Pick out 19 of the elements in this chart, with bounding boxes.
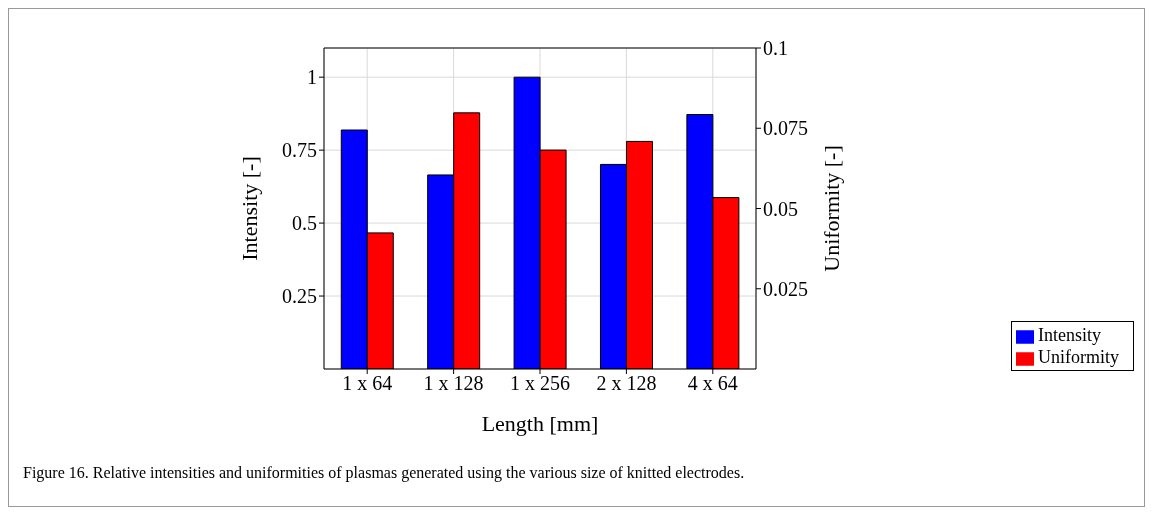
y2-tick-label: 0.075 <box>763 117 808 140</box>
y-tick-label: 0.5 <box>292 212 317 235</box>
y2-axis-title: Uniformity [-] <box>818 145 844 272</box>
x-tick-label: 1 x 64 <box>342 372 393 395</box>
y-tick-label: 0.25 <box>282 285 317 308</box>
caption: Figure 16. Relative intensities and uniformities of plasmas generated using the various size of knitted electrodes. <box>23 464 745 482</box>
x-tick-label: 1 x 256 <box>510 372 570 395</box>
legend-label: Uniformity <box>1038 347 1119 367</box>
legend-label: Intensity <box>1038 325 1101 345</box>
x-axis-title: Length [mm] <box>481 411 599 436</box>
y2-tick-label: 0.1 <box>763 37 788 60</box>
y2-tick-label: 0.05 <box>763 197 798 220</box>
y-tick-label: 0.75 <box>282 139 317 162</box>
x-tick-label: 1 x 128 <box>423 372 484 395</box>
x-tick-label: 2 x 128 <box>596 372 657 395</box>
x-tick-label: 4 x 64 <box>687 372 738 395</box>
y2-tick-label: 0.025 <box>763 277 808 300</box>
y-axis-title: Intensity [-] <box>236 156 262 261</box>
y-tick-label: 1 <box>307 66 317 89</box>
